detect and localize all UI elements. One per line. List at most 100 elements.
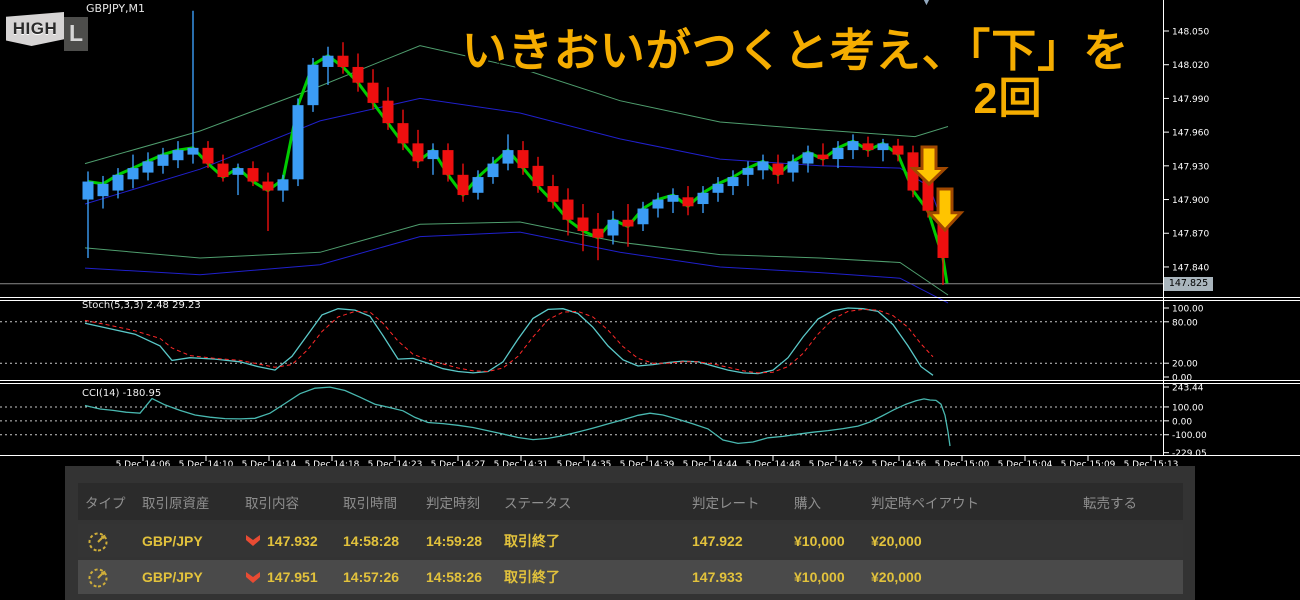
trade-content: 147.951 [243, 569, 341, 585]
candle-body [862, 143, 874, 151]
candle-body [742, 168, 754, 175]
candle-body [622, 219, 634, 227]
bb-lower-blue [84, 231, 949, 304]
down-arrow-annotation [909, 145, 949, 187]
axis-label: 147.930 [1172, 162, 1209, 172]
candle-body [547, 186, 559, 202]
candle-body [817, 154, 829, 160]
candle-body [457, 174, 469, 196]
payout-amount: ¥20,000 [871, 569, 922, 585]
col-header-resell: 転売する [1083, 495, 1137, 511]
axis-label: 5 Dec 14:56 [872, 460, 927, 470]
candle-body [127, 168, 139, 180]
candle-body [232, 168, 244, 175]
candle-body [772, 163, 784, 175]
candle-body [277, 179, 289, 191]
col-header-type: タイプ [85, 495, 126, 511]
candle-body [517, 150, 529, 169]
table-header-row: タイプ 取引原資産 取引内容 取引時間 判定時刻 ステータス 判定レート 購入 … [78, 483, 1183, 520]
trade-history-table: タイプ 取引原資産 取引内容 取引時間 判定時刻 ステータス 判定レート 購入 … [65, 466, 1195, 600]
candle-body [922, 165, 934, 211]
purchase-amount: ¥10,000 [794, 569, 845, 585]
candle-body [502, 150, 514, 164]
candle-body [787, 161, 799, 173]
purchase-amount: ¥10,000 [794, 532, 845, 549]
candle-body [97, 183, 109, 197]
candle-body [757, 161, 769, 171]
axis-label: 147.900 [1172, 196, 1209, 206]
axis-label: 147.990 [1172, 95, 1209, 105]
trade-status: 取引終了 [504, 532, 560, 549]
axis-label: 0.00 [1172, 374, 1192, 384]
logo-high-text: HIGH [12, 19, 58, 38]
col-header-status: ステータス [504, 495, 572, 511]
down-arrow-annotation [925, 187, 965, 233]
trade-entry-rate: 147.932 [267, 532, 318, 549]
candle-body [157, 154, 169, 166]
axis-label: 5 Dec 14:18 [305, 460, 360, 470]
down-direction-icon [246, 571, 260, 583]
candle-body [82, 181, 94, 200]
candle-body [172, 150, 184, 161]
axis-label: 5 Dec 14:31 [494, 460, 549, 470]
turbo-gauge-icon [78, 529, 140, 553]
axis-label: 5 Dec 15:04 [998, 460, 1053, 470]
axis-label: 5 Dec 14:23 [368, 460, 423, 470]
candle-body [562, 199, 574, 220]
trade-row[interactable]: GBP/JPY 147.951 14:57:26 14:58:26 取引終了 1… [78, 560, 1183, 594]
candle-body [607, 219, 619, 236]
axis-label: 5 Dec 14:35 [557, 460, 612, 470]
stoch-main-line [84, 307, 934, 376]
cci-line [84, 386, 951, 447]
axis-label: 147.870 [1172, 230, 1209, 240]
axis-label: 80.00 [1172, 318, 1198, 328]
col-header-trade-time: 取引時間 [343, 495, 397, 511]
candle-body [292, 105, 304, 180]
axis-label: 0.00 [1172, 417, 1192, 427]
stochastic-indicator-label: Stoch(5,3,3) 2.48 29.23 [82, 300, 201, 311]
highlow-logo: HIGH L [4, 9, 88, 51]
axis-label: 5 Dec 14:48 [746, 460, 801, 470]
candle-body [892, 145, 904, 155]
candle-body [877, 143, 889, 151]
axis-label: 5 Dec 14:06 [116, 460, 171, 470]
logo-low-text: L [64, 17, 88, 51]
axis-label: 100.00 [1172, 305, 1204, 315]
trade-entry-rate: 147.951 [267, 569, 318, 585]
trade-asset: GBP/JPY [142, 569, 203, 585]
col-header-judge-time: 判定時刻 [426, 495, 480, 511]
candle-body [592, 228, 604, 238]
annotation-text-line2: 2回 [973, 75, 1043, 123]
axis-label: 5 Dec 15:13 [1124, 460, 1179, 470]
trade-row[interactable]: GBP/JPY 147.932 14:58:28 14:59:28 取引終了 1… [78, 524, 1183, 557]
candle-body [337, 55, 349, 67]
candle-body [577, 217, 589, 232]
candle-body [802, 152, 814, 164]
turbo-gauge-icon [78, 565, 140, 589]
bb-lower-green [84, 221, 949, 296]
axis-label: 5 Dec 14:10 [179, 460, 234, 470]
fast-ma-line [87, 54, 949, 284]
trade-time: 14:57:26 [343, 569, 400, 585]
payout-amount: ¥20,000 [871, 532, 922, 549]
axis-label: 5 Dec 15:00 [935, 460, 990, 470]
candle-body [712, 183, 724, 193]
axis-label: 243.44 [1172, 384, 1204, 394]
trade-asset: GBP/JPY [142, 532, 203, 549]
trade-time: 14:58:28 [343, 532, 400, 549]
candle-body [427, 150, 439, 160]
col-header-payout: 判定時ペイアウト [871, 495, 979, 511]
axis-label: 5 Dec 14:44 [683, 460, 738, 470]
sell-marker-icon: ▼ [922, 0, 931, 7]
candle-body [247, 168, 259, 182]
candle-body [322, 55, 334, 67]
candle-body [217, 163, 229, 178]
candle-body [262, 181, 274, 191]
down-direction-icon [246, 535, 260, 546]
candle-body [382, 100, 394, 124]
candle-body [307, 64, 319, 106]
axis-label: 147.960 [1172, 129, 1209, 139]
candle-body [202, 147, 214, 164]
